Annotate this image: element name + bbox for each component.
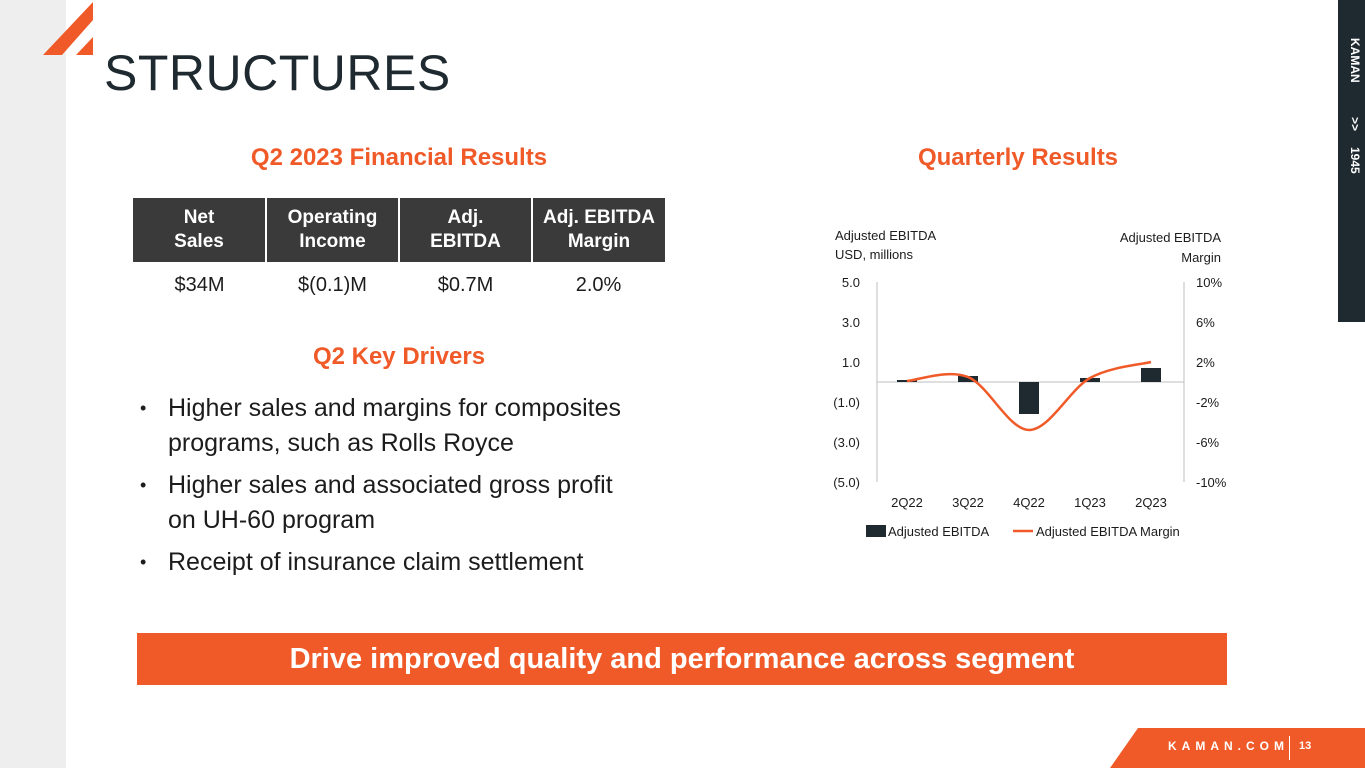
list-item: Higher sales and margins for composites …	[140, 391, 660, 461]
y-tick-right-label: -10%	[1196, 475, 1227, 490]
value-net-sales: $34M	[174, 273, 225, 296]
x-tick-label: 2Q22	[891, 495, 923, 510]
y-tick-right-label: 2%	[1196, 355, 1215, 370]
financial-results-table: Net Sales Operating Income Adj. EBITDA A…	[133, 198, 665, 308]
header-adj-ebitda: Adj. EBITDA	[399, 198, 533, 262]
page-title: STRUCTURES	[104, 45, 451, 101]
line-adjusted-ebitda-margin	[906, 360, 1152, 432]
quarterly-results-chart: Adjusted EBITDA USD, millions Adjusted EBI…	[833, 228, 1227, 539]
footer-url[interactable]: KAMAN.COM	[1168, 739, 1289, 753]
x-tick-label: 1Q23	[1074, 495, 1106, 510]
side-brand-year: 1945	[1348, 146, 1362, 174]
header-adj-ebitda-margin: Adj. EBITDA Margin	[532, 198, 665, 262]
y-axis-right-title-line2: Margin	[1181, 250, 1221, 265]
value-adj-ebitda: $0.7M	[437, 273, 494, 296]
y-tick-right-label: 6%	[1196, 315, 1215, 330]
y-tick-right-label: -2%	[1196, 395, 1220, 410]
value-operating-income: $(0.1)M	[298, 273, 367, 296]
y-tick-left-label: (1.0)	[833, 395, 860, 410]
side-brand-tab: KAMAN >> 1945	[1338, 0, 1365, 322]
y-axis-left-title-line2: USD, millions	[835, 247, 914, 262]
y-tick-left-label: (3.0)	[833, 435, 860, 450]
bar-adjusted-ebitda	[958, 376, 978, 382]
side-brand-name: KAMAN	[1348, 38, 1362, 83]
legend-swatch-adjusted-ebitda	[866, 525, 886, 537]
bar-adjusted-ebitda	[1141, 368, 1161, 382]
y-tick-right-label: 10%	[1196, 275, 1222, 290]
y-tick-right-label: -6%	[1196, 435, 1220, 450]
bar-adjusted-ebitda	[1080, 378, 1100, 382]
x-tick-label: 2Q23	[1135, 495, 1167, 510]
y-tick-left-label: (5.0)	[833, 475, 860, 490]
table-row: $34M $(0.1)M $0.7M 2.0%	[133, 262, 665, 308]
y-axis-left-title-line1: Adjusted EBITDA	[835, 228, 936, 243]
footer-divider	[1289, 736, 1290, 760]
summary-banner: Drive improved quality and performance a…	[137, 633, 1227, 685]
footer-band	[1110, 728, 1365, 768]
y-axis-right-title-line1: Adjusted EBITDA	[1120, 230, 1221, 245]
list-item: Receipt of insurance claim settlement	[140, 545, 660, 580]
side-brand-chevrons: >>	[1348, 116, 1362, 131]
y-tick-left-label: 1.0	[842, 355, 860, 370]
key-drivers-list: Higher sales and margins for composites …	[140, 391, 660, 587]
legend-label-adjusted-ebitda-margin: Adjusted EBITDA Margin	[1036, 524, 1180, 539]
list-item: Higher sales and associated gross profit…	[140, 468, 660, 538]
left-margin-band	[0, 0, 66, 768]
y-tick-left-label: 5.0	[842, 275, 860, 290]
quarterly-results-title: Quarterly Results	[917, 144, 1119, 171]
x-tick-label: 3Q22	[952, 495, 984, 510]
value-adj-ebitda-margin: 2.0%	[575, 273, 622, 296]
key-drivers-title: Q2 Key Drivers	[312, 343, 486, 370]
financial-results-title: Q2 2023 Financial Results	[250, 144, 548, 171]
page-number: 13	[1299, 740, 1312, 752]
bar-adjusted-ebitda	[1019, 382, 1039, 414]
side-brand-text: KAMAN >> 1945	[1342, 0, 1362, 322]
kaman-logo-mark	[43, 2, 93, 55]
legend-label-adjusted-ebitda: Adjusted EBITDA	[888, 524, 989, 539]
y-tick-left-label: 3.0	[842, 315, 860, 330]
header-operating-income: Operating Income	[266, 198, 400, 262]
header-net-sales: Net Sales	[133, 198, 267, 262]
x-tick-label: 4Q22	[1013, 495, 1045, 510]
table-header-row: Net Sales Operating Income Adj. EBITDA A…	[133, 198, 665, 262]
